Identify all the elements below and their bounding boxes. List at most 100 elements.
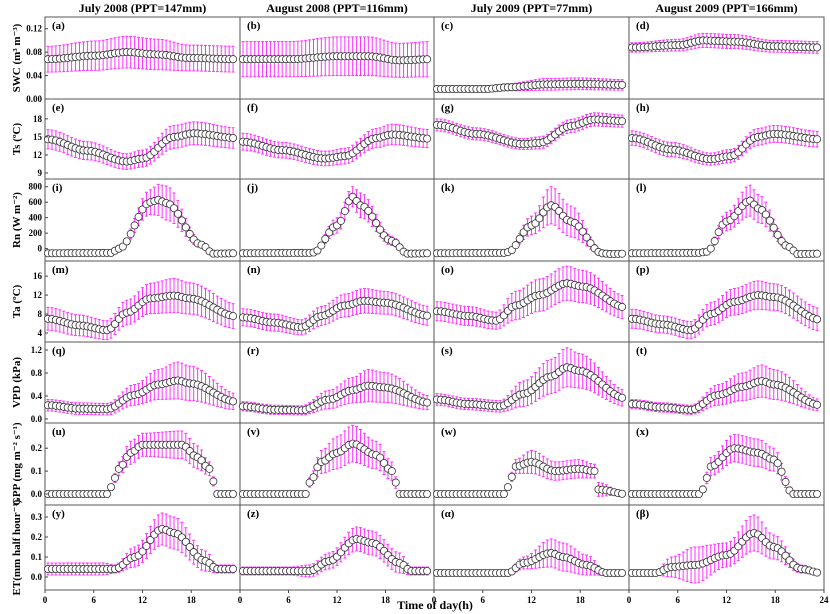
panel-label: (u) [52,426,66,438]
data-point [813,249,822,258]
data-point [714,228,723,237]
panel-label: (y) [52,508,65,520]
panel: (x) [628,422,825,506]
data-point [103,490,112,499]
data-point [336,216,345,225]
data-point [391,478,400,487]
panel: (k) [432,178,630,262]
panel-label: (n) [247,264,261,276]
data-point [181,223,190,232]
data-point [229,249,238,258]
panel-label: (x) [636,426,649,438]
data-point [107,483,116,492]
data-point [618,80,627,89]
data-point [423,490,432,499]
panel: (u) [44,422,241,506]
data-point [769,223,778,232]
data-point [423,311,432,320]
panel: (l) [628,178,825,262]
panel: (e) [44,98,241,180]
data-point [110,473,119,482]
panel-label: (v) [247,426,260,438]
data-point [229,565,238,574]
data-point [507,472,516,481]
data-point [138,547,147,556]
panel: (g) [432,98,630,180]
data-point [387,467,396,476]
panel: (p) [628,260,825,343]
panel-label: (q) [52,345,66,357]
panel: (s) [432,341,630,424]
panel: (v) [238,422,435,506]
data-point [376,453,385,462]
data-point [142,541,151,550]
data-point [229,133,238,142]
panel: (a) [44,16,241,100]
panel-label: (s) [441,345,453,357]
data-point [702,473,711,482]
data-point [340,207,349,216]
data-point [229,312,238,321]
panel: (α) [432,504,630,591]
panel-label: (g) [441,102,454,114]
data-point [130,221,139,230]
data-point [229,397,238,406]
data-point [146,536,155,545]
panel-label: (w) [441,426,457,438]
panel: (t) [628,341,825,424]
panel-label: (p) [636,264,650,276]
data-point [169,204,178,213]
data-point [368,212,377,221]
data-point [535,214,544,223]
panel-label: (k) [441,182,455,194]
data-point [423,249,432,258]
data-point [813,135,822,144]
data-point [499,490,508,499]
data-point [813,43,822,52]
data-point [309,473,318,482]
data-point [698,485,707,494]
data-point [423,134,432,143]
column-title: August 2008 (PPT=116mm) [266,1,408,15]
panel: (i) [44,178,241,262]
data-point [813,400,822,409]
panel-frame [628,16,825,100]
data-point [301,490,310,499]
data-point [122,237,131,246]
data-point [582,233,591,242]
panel: (r) [238,341,435,424]
panel: (h) [628,98,825,180]
panel: (n) [238,260,435,343]
data-point [813,315,822,324]
panel-label: (e) [52,102,65,114]
data-point [177,216,186,225]
data-point [364,206,373,215]
data-point [197,456,206,465]
data-point [313,463,322,472]
panel: (y) [44,504,241,591]
data-point [229,55,238,64]
panel-label: (j) [247,182,258,194]
panel: (b) [238,16,435,100]
data-point [618,249,627,258]
data-point [511,241,520,250]
data-point [173,209,182,218]
data-point [590,467,599,476]
panel: (m) [44,260,241,343]
data-point [126,229,135,238]
data-point [209,477,218,486]
data-point [773,230,782,239]
panel: (j) [238,178,435,262]
panel: (z) [238,504,435,591]
data-point [138,205,147,214]
data-point [578,227,587,236]
data-point [423,567,432,576]
panel: (o) [432,260,630,343]
panel: (d) [628,16,825,100]
data-point [372,219,381,228]
data-point [185,229,194,238]
data-point [710,237,719,246]
data-point [205,464,214,473]
column-title: July 2008 (PPT=147mm) [79,1,207,15]
data-point [618,393,627,402]
